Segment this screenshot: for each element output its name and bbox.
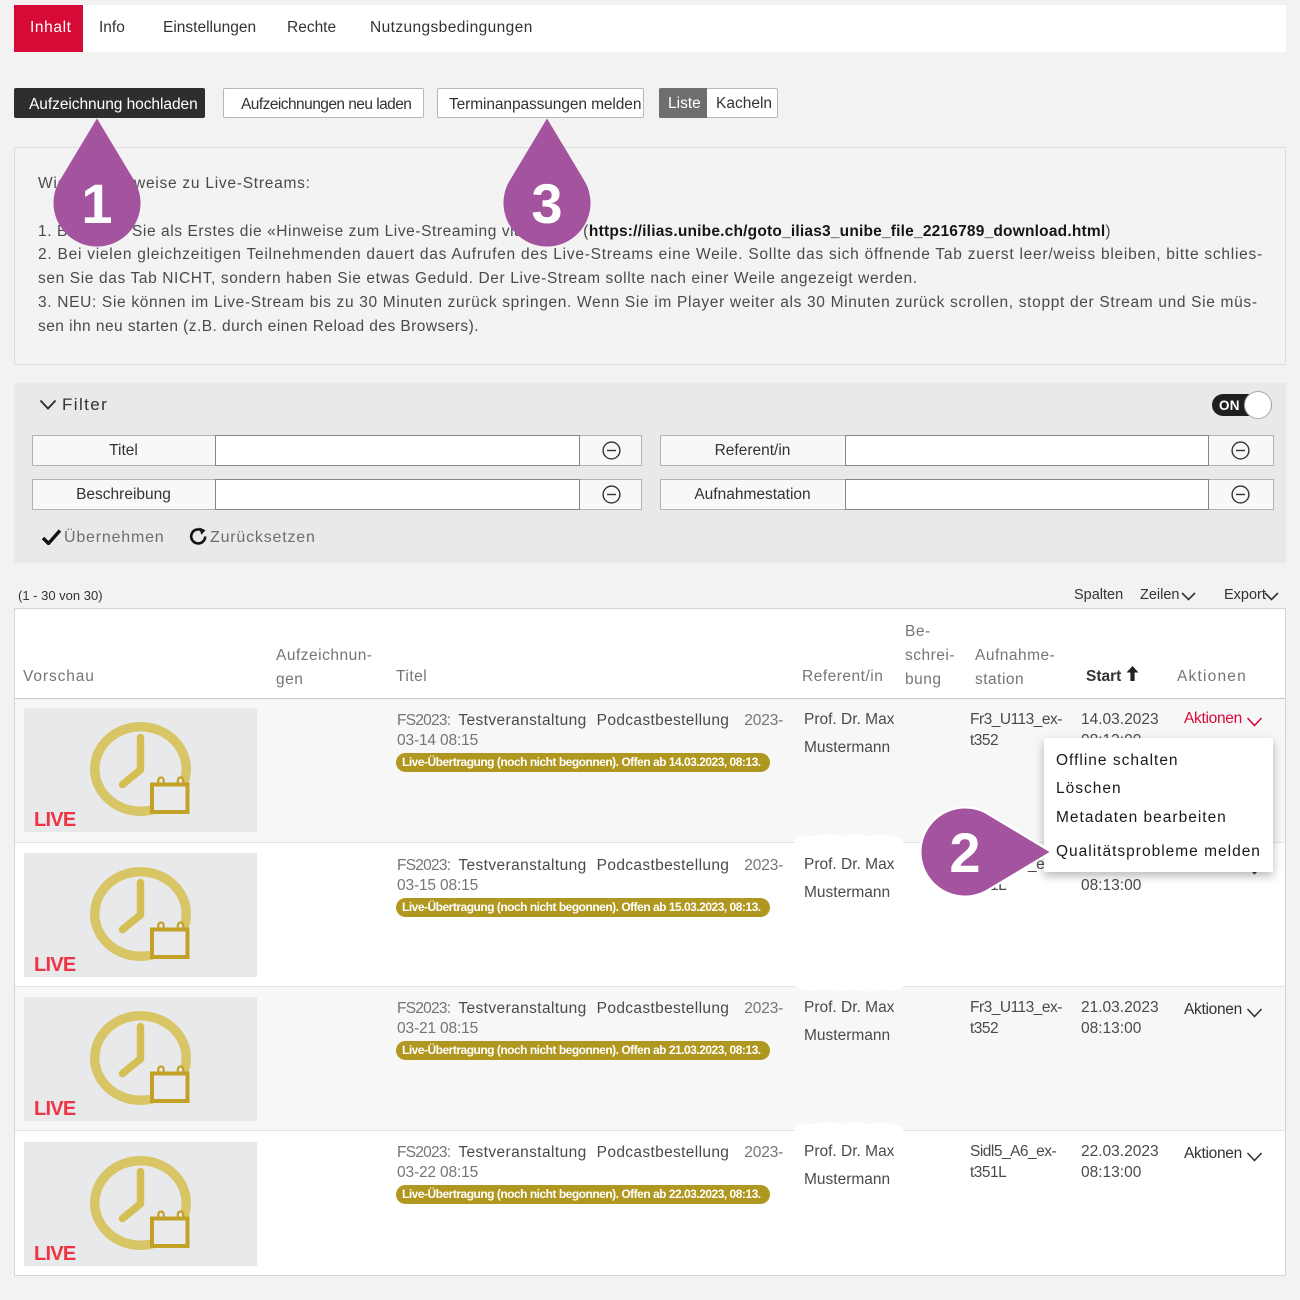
- svg-text:1: 1: [81, 172, 112, 235]
- svg-text:3: 3: [531, 172, 562, 235]
- svg-text:2: 2: [949, 821, 980, 884]
